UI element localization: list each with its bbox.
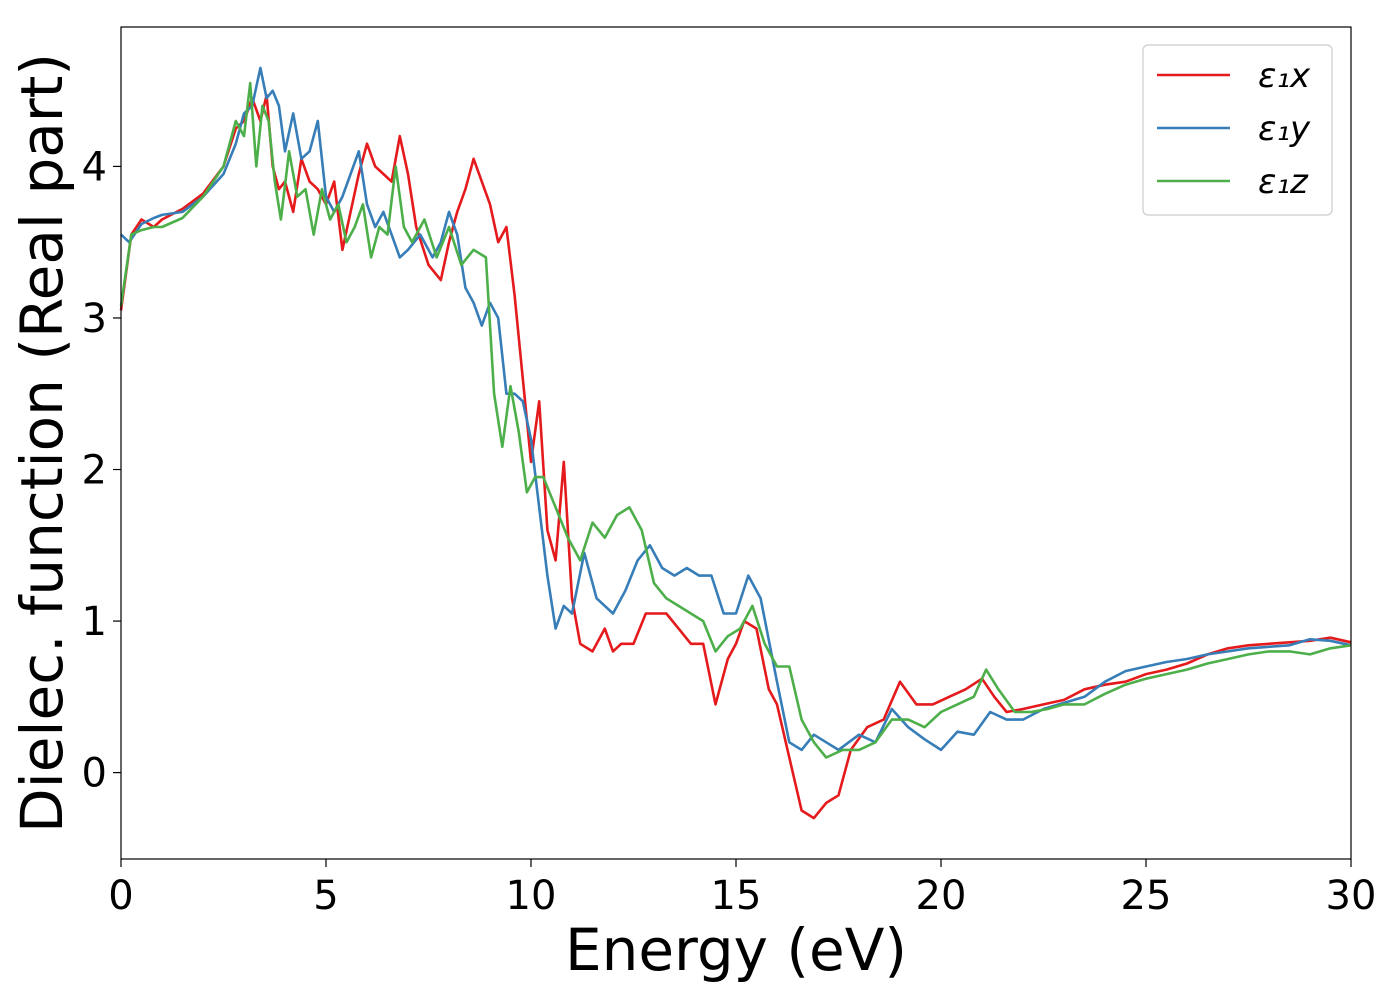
y-axis-title: Dielec. function (Real part) xyxy=(8,53,76,833)
x-tick-label: 10 xyxy=(506,873,557,919)
legend-label-0: ε₁x xyxy=(1258,56,1311,96)
series-line-2 xyxy=(119,81,1352,759)
y-tick-label: 3 xyxy=(82,296,107,342)
legend-label-1: ε₁y xyxy=(1258,109,1311,149)
y-tick-label: 2 xyxy=(82,448,107,494)
y-tick-label: 1 xyxy=(82,599,107,645)
x-tick-label: 15 xyxy=(711,873,762,919)
x-axis: 0 5 10 15 20 25 30 xyxy=(108,859,1376,919)
x-tick-label: 25 xyxy=(1121,873,1172,919)
x-tick-label: 5 xyxy=(313,873,338,919)
x-tick-label: 20 xyxy=(916,873,967,919)
x-tick-label: 0 xyxy=(108,873,133,919)
legend: ε₁x ε₁y ε₁z xyxy=(1142,44,1333,216)
legend-label-2: ε₁z xyxy=(1258,162,1309,202)
x-axis-title: Energy (eV) xyxy=(565,916,907,984)
series-line-0 xyxy=(119,93,1352,820)
x-tick-label: 30 xyxy=(1326,873,1377,919)
y-tick-label: 0 xyxy=(82,751,107,797)
legend-frame xyxy=(1142,44,1333,216)
series-layer xyxy=(119,66,1352,820)
y-tick-label: 4 xyxy=(82,144,107,190)
series-line-1 xyxy=(120,66,1352,752)
y-axis: 0 1 2 3 4 xyxy=(82,144,121,797)
